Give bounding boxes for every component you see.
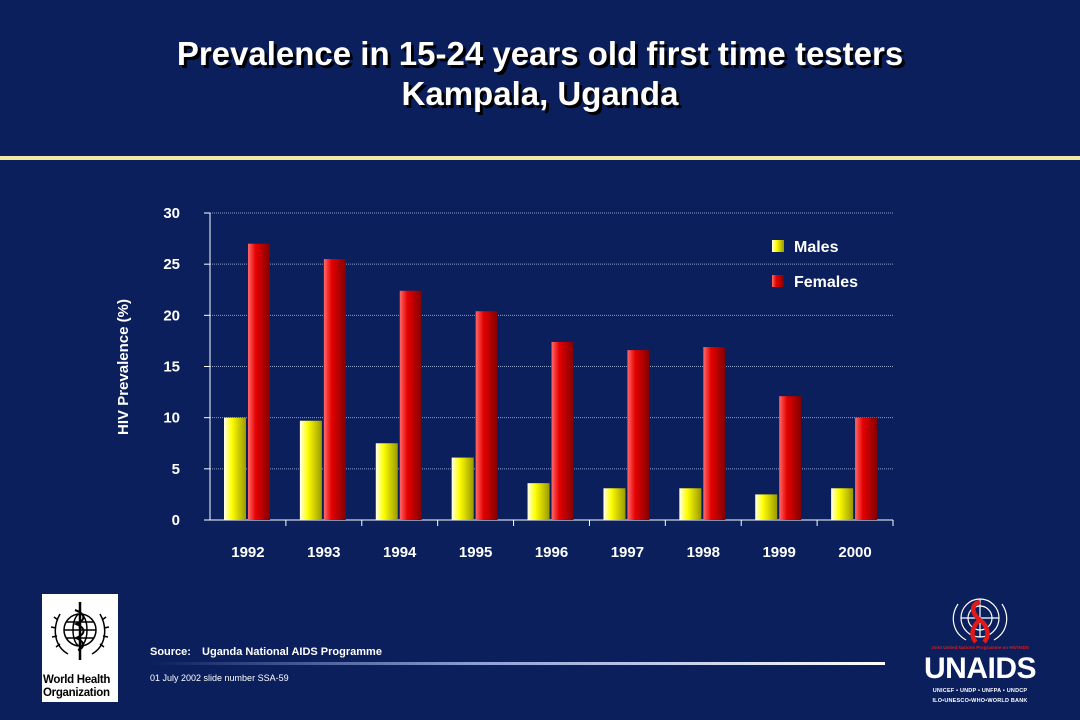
title-divider	[0, 156, 1080, 160]
bar-females-1992	[248, 243, 270, 520]
bar-males-1993	[299, 420, 322, 520]
y-tick-label: 10	[163, 410, 180, 427]
bar-males-2000	[831, 488, 854, 520]
y-tick-label: 15	[163, 359, 180, 376]
slide-title: Prevalence in 15-24 years old first time…	[0, 34, 1080, 114]
title-line-2: Kampala, Uganda	[401, 75, 679, 112]
unaids-cosponsors-line-1: UNICEF • UNDP • UNFPA • UNDCP	[932, 688, 1028, 694]
legend-label-males: Males	[794, 239, 839, 256]
bar-females-1997	[627, 350, 650, 520]
x-tick-label: 1995	[459, 544, 492, 561]
x-tick-label: 1993	[307, 544, 340, 561]
x-tick-label: 1999	[762, 544, 795, 561]
source-note: Source: Uganda National AIDS Programme	[150, 646, 382, 658]
source-text: Uganda National AIDS Programme	[202, 646, 382, 658]
y-axis-label: HIV Prevalence (%)	[115, 299, 132, 435]
unaids-logo: Joint United Nations Programme on HIV/AI…	[918, 592, 1042, 710]
who-emblem-icon	[50, 602, 110, 660]
footer-divider	[150, 662, 885, 665]
y-tick-label: 5	[172, 461, 180, 478]
who-logo: World Health Organization	[42, 594, 118, 702]
y-tick-label: 25	[163, 256, 180, 273]
bar-males-1996	[527, 483, 550, 520]
y-tick-label: 0	[172, 512, 180, 529]
bar-males-1997	[603, 488, 626, 520]
bar-females-1993	[323, 259, 346, 520]
unaids-cosponsors-line-2: ILO•UNESCO•WHO•WORLD BANK	[932, 698, 1028, 704]
bar-females-2000	[855, 417, 878, 520]
x-tick-label: 1996	[535, 544, 568, 561]
unaids-wordmark: UNAIDS	[923, 652, 1037, 685]
unaids-tagline: Joint United Nations Programme on HIV/AI…	[931, 645, 1029, 650]
x-tick-label: 1994	[383, 544, 417, 561]
legend-swatch-females	[772, 275, 784, 287]
x-tick-label: 1992	[231, 544, 264, 561]
bar-females-1995	[475, 311, 498, 520]
bar-females-1994	[399, 290, 422, 520]
bar-males-1999	[755, 494, 778, 520]
x-tick-label: 1998	[687, 544, 720, 561]
who-text-line-2: Organization	[43, 687, 110, 699]
legend-swatch-males	[772, 240, 784, 252]
x-tick-label: 1997	[611, 544, 644, 561]
legend-label-females: Females	[794, 274, 858, 291]
bar-males-1998	[679, 488, 702, 520]
who-wordmark: World Health Organization	[42, 674, 119, 700]
x-tick-label: 2000	[838, 544, 871, 561]
bar-females-1999	[779, 396, 802, 520]
y-tick-label: 20	[163, 307, 180, 324]
bar-males-1995	[451, 457, 474, 520]
title-line-1: Prevalence in 15-24 years old first time…	[176, 35, 904, 72]
source-label: Source:	[150, 646, 191, 658]
bar-males-1992	[224, 417, 246, 520]
slide-footer: 01 July 2002 slide number SSA-59	[150, 673, 289, 683]
bar-females-1996	[551, 341, 574, 520]
who-text-line-1: World Health	[43, 674, 111, 686]
un-emblem-ribbon-icon	[952, 598, 1008, 644]
y-tick-label: 30	[163, 205, 180, 222]
bar-females-1998	[703, 347, 726, 520]
bar-males-1994	[375, 443, 398, 520]
